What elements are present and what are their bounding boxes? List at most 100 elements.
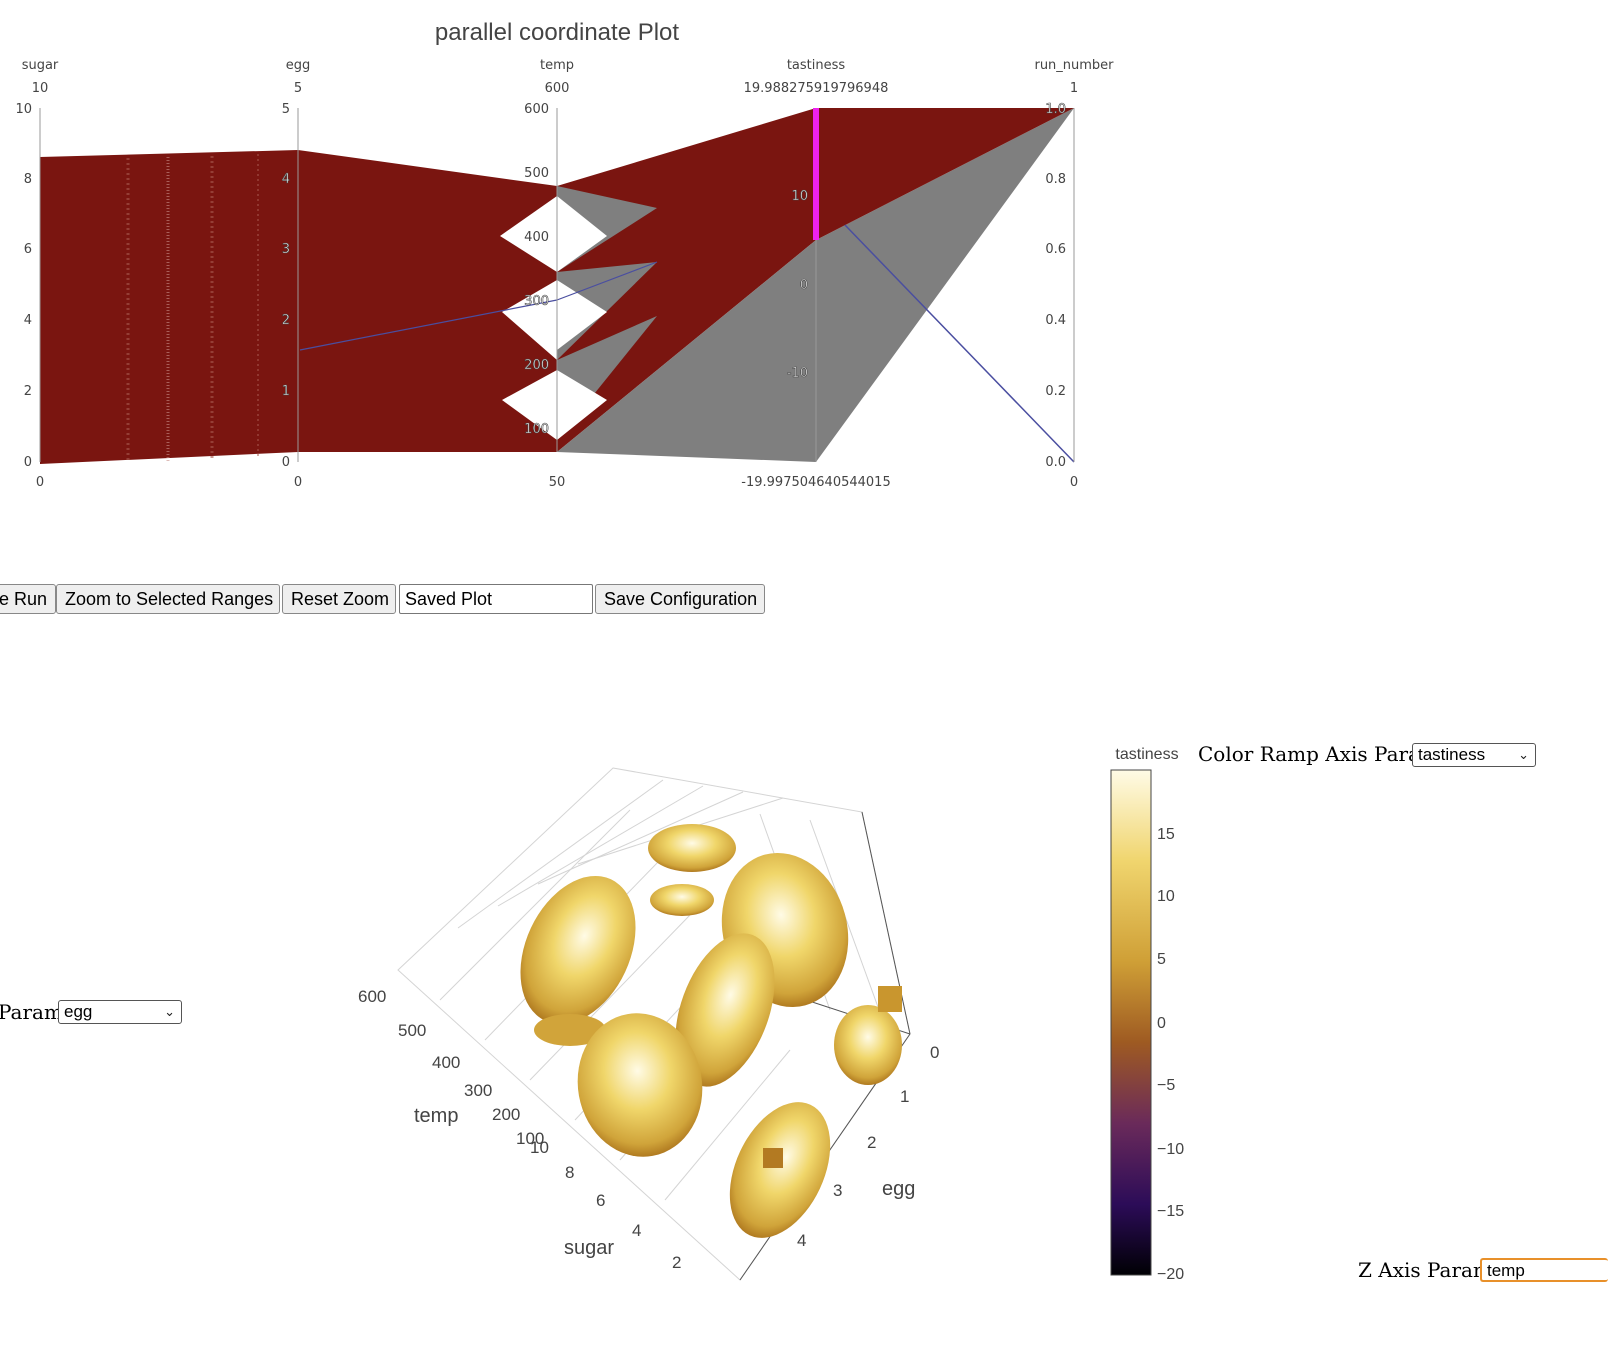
tastiness-brush[interactable]	[813, 108, 819, 240]
tick-label: 500	[398, 1021, 426, 1040]
tick-label: 0	[24, 455, 32, 470]
band-sugar-egg	[40, 150, 298, 464]
tick-label: 2	[282, 313, 290, 328]
axis-ticks: 0 1 2 3 4 5	[281, 102, 290, 470]
axis-run-number[interactable]: run_number 1 0 0.0 0.2 0.4 0.6 0.8 1.0	[1034, 58, 1114, 490]
tick-label: 6	[24, 242, 32, 257]
tick-label: 8	[24, 172, 32, 187]
axis-range-bottom: 0	[1070, 475, 1078, 490]
axis-range-bottom: 50	[549, 475, 566, 490]
axis-ticks: 0.0 0.2 0.4 0.6 0.8 1.0	[1045, 102, 1066, 470]
axis-label: egg	[286, 58, 311, 73]
band-tastiness-run	[816, 108, 1075, 463]
tick-label: 4	[24, 313, 32, 328]
temp-axis: temp 100 200 300 400 500 600	[358, 987, 544, 1148]
tick-label: 8	[565, 1163, 574, 1182]
tick-label: 0	[930, 1043, 939, 1062]
tick-label: 0.2	[1045, 384, 1066, 399]
tick-label: 10	[1157, 888, 1175, 905]
tick-label: 1	[282, 384, 290, 399]
axis-param-select[interactable]: egg ⌄	[58, 1000, 182, 1024]
remove-run-button[interactable]: e Run	[0, 584, 56, 614]
color-ramp-value: tastiness	[1418, 745, 1486, 764]
tick-label: 5	[282, 102, 290, 117]
axis-param-label: Param	[0, 1000, 63, 1024]
3d-volume-plot[interactable]: temp 100 200 300 400 500 600 sugar 2 4 6…	[330, 740, 970, 1300]
axis-range-bottom: -19.997504640544015	[741, 475, 890, 490]
axis-temp[interactable]: temp 600 50 100 200 300 400 500 600	[524, 58, 574, 490]
tick-label: −15	[1157, 1203, 1184, 1220]
axis-range-bottom: 0	[294, 475, 302, 490]
tick-label: 400	[524, 230, 549, 245]
axis-range-top: 19.988275919796948	[744, 81, 889, 96]
color-ramp-label: Color Ramp Axis Param	[1198, 742, 1439, 766]
tick-label: 0.6	[1045, 242, 1066, 257]
axis-param-value: egg	[64, 1002, 93, 1021]
tick-label: 200	[524, 358, 549, 373]
tick-label: 4	[797, 1231, 806, 1250]
chevron-down-icon: ⌄	[164, 1004, 175, 1019]
tick-label: 4	[632, 1221, 641, 1240]
colorbar: tastiness 15 10 5 0 −5 −10 −15 −20	[1110, 746, 1184, 1283]
tick-label: 5	[1157, 951, 1166, 968]
z-axis-select[interactable]: temp	[1480, 1258, 1608, 1282]
axis-range-bottom: 0	[36, 475, 44, 490]
zoom-to-selected-button[interactable]: Zoom to Selected Ranges	[56, 584, 280, 614]
tick-label: 600	[524, 102, 549, 117]
reset-zoom-button[interactable]: Reset Zoom	[282, 584, 396, 614]
axis-range-top: 1	[1070, 81, 1078, 96]
chart-title: parallel coordinate Plot	[435, 19, 679, 46]
tick-label: 100	[524, 422, 549, 437]
tick-label: 10	[530, 1138, 549, 1157]
tick-label: 0	[800, 278, 808, 293]
save-configuration-button[interactable]: Save Configuration	[595, 584, 765, 614]
chevron-down-icon: ⌄	[1518, 747, 1529, 762]
tick-label: 6	[596, 1191, 605, 1210]
z-axis-value: temp	[1487, 1261, 1525, 1280]
axis-tastiness[interactable]: tastiness 19.988275919796948 -19.9975046…	[741, 58, 890, 490]
tick-label: 500	[524, 166, 549, 181]
scene-volumes	[520, 824, 902, 1238]
tick-label: −20	[1157, 1266, 1184, 1283]
egg-axis: egg 0 1 2 3 4	[797, 1043, 939, 1250]
axis-ticks: 0 2 4 6 8 10	[15, 102, 32, 470]
tick-label: 10	[15, 102, 32, 117]
color-ramp-select[interactable]: tastiness ⌄	[1412, 743, 1536, 767]
tick-label: 1	[900, 1087, 909, 1106]
tick-label: 1.0	[1045, 102, 1066, 117]
axis-ticks: -10 0 10	[786, 189, 808, 382]
axis-ticks: 100 200 300 400 500 600	[524, 102, 549, 437]
axis-label: sugar	[22, 58, 59, 73]
axis-egg[interactable]: egg 5 0 0 1 2 3 4 5	[281, 58, 311, 490]
tick-label: 400	[432, 1053, 460, 1072]
tick-label: 0.0	[1045, 455, 1066, 470]
tick-label: -10	[787, 366, 808, 381]
tick-label: 2	[672, 1253, 681, 1272]
axis-range-top: 5	[294, 81, 302, 96]
tick-label: 10	[791, 189, 808, 204]
tick-label: 3	[282, 242, 290, 257]
tick-label: 2	[24, 384, 32, 399]
tick-label: 600	[358, 987, 386, 1006]
tick-label: 0.8	[1045, 172, 1066, 187]
tick-label: 300	[464, 1081, 492, 1100]
axis-label: tastiness	[787, 58, 846, 73]
colorbar-title: tastiness	[1115, 746, 1178, 763]
tick-label: 0	[1157, 1015, 1166, 1032]
axis-range-top: 600	[545, 81, 570, 96]
tick-label: 300	[524, 294, 549, 309]
tick-label: 0	[282, 455, 290, 470]
colorbar-ticks: 15 10 5 0 −5 −10 −15 −20	[1157, 826, 1184, 1283]
save-name-input[interactable]: Saved Plot	[399, 584, 593, 614]
tick-label: 15	[1157, 826, 1175, 843]
tick-label: 100	[516, 1129, 544, 1148]
tick-label: −5	[1157, 1077, 1175, 1094]
band-egg-temp	[298, 150, 558, 452]
colorbar-ramp	[1110, 769, 1152, 1276]
axis-range-top: 10	[32, 81, 49, 96]
axis-label: run_number	[1034, 58, 1114, 73]
egg-axis-title: egg	[882, 1178, 915, 1200]
tick-label: 4	[282, 172, 290, 187]
axis-sugar[interactable]: sugar 10 0 0 2 4 6 8 10	[15, 58, 58, 490]
tick-label: 2	[867, 1133, 876, 1152]
